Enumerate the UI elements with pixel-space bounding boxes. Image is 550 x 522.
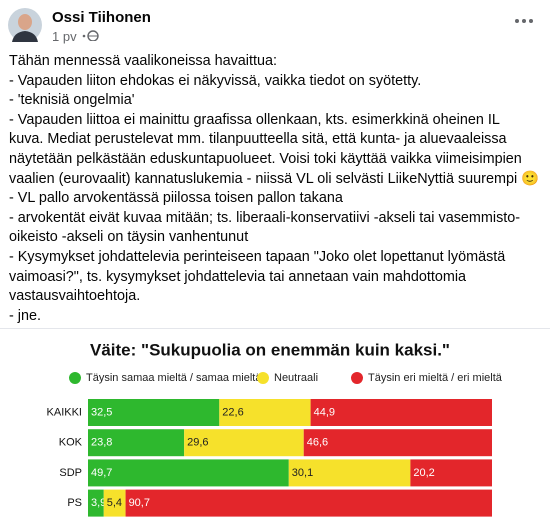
avatar[interactable] — [8, 8, 42, 42]
bar-segment — [88, 489, 104, 517]
bar-segment — [103, 489, 126, 517]
category-label: KOK — [59, 437, 83, 449]
category-label: SDP — [59, 467, 82, 479]
text-line: vaimoasi?", ts. kysymykset johdattelevia… — [9, 268, 467, 285]
text-line: Tähän mennessä vaalikoneissa havaittua: — [9, 53, 277, 69]
text-line: - Vapauden liiton ehdokas ei näkyvissä, … — [9, 72, 422, 89]
value-label: 3,9 — [91, 497, 106, 509]
legend-label: Täysin eri mieltä / eri mieltä — [368, 372, 503, 384]
value-label: 49,7 — [91, 467, 112, 479]
more-button[interactable] — [513, 16, 535, 26]
category-label: PS — [67, 497, 82, 509]
post-image[interactable]: Väite: "Sukupuolia on enemmän kuin kaksi… — [0, 328, 550, 517]
bar-segment — [410, 459, 492, 487]
category-label: KAIKKI — [47, 406, 82, 418]
legend-label: Neutraali — [274, 372, 318, 384]
bar-segment — [125, 489, 493, 517]
post-time[interactable]: 1 pv — [52, 29, 100, 44]
bar-segment — [184, 429, 304, 457]
bar-segment — [288, 459, 411, 487]
value-label: 29,6 — [187, 437, 208, 449]
legend-swatch — [351, 372, 363, 384]
text-line: oikeisto -akseli on täysin vanhentunut — [9, 229, 249, 246]
text-line: - jne. — [9, 307, 41, 324]
audience-icon — [82, 30, 99, 42]
bar-segment — [88, 459, 289, 487]
bar-segment — [303, 429, 492, 457]
value-label: 22,6 — [222, 406, 243, 418]
text-line: kuva. Mediat perustelevat mm. tilanpuutt… — [9, 131, 507, 148]
text-line: - 'teknisiä ongelmia' — [9, 92, 135, 109]
text-line: vaalien (eurovaalit) kannatuslukemia - n… — [9, 170, 540, 187]
value-label: 32,5 — [91, 406, 112, 418]
value-label: 5,4 — [107, 497, 122, 509]
text-line: - VL pallo arvokentässä piilossa toisen … — [9, 190, 343, 207]
text-line: - arvokentät eivät kuvaa mitään; ts. lib… — [9, 209, 521, 226]
text-line: - Vapauden liittoa ei mainittu graafissa… — [9, 111, 500, 128]
value-label: 23,8 — [91, 437, 112, 449]
value-label: 30,1 — [292, 467, 313, 479]
value-label: 44,9 — [314, 406, 335, 418]
text-line: näytetään pelkästään eduskuntapuolueet. … — [9, 150, 522, 167]
text-line: vastausvaihtoehtoja. — [9, 288, 141, 305]
legend-swatch — [257, 372, 269, 384]
chart: Väite: "Sukupuolia on enemmän kuin kaksi… — [47, 340, 503, 517]
author-name[interactable]: Ossi Tiihonen — [52, 9, 151, 26]
value-label: 46,6 — [307, 437, 328, 449]
bar-segment — [88, 429, 185, 457]
time[interactable]: 1 pv — [52, 29, 77, 44]
value-label: 90,7 — [129, 497, 150, 509]
legend-label: Täysin samaa mieltä / samaa mieltä — [86, 372, 262, 384]
text-line: - Kysymykset johdattelevia perinteiseen … — [9, 248, 506, 265]
legend-swatch — [69, 372, 81, 384]
chart-title: Väite: "Sukupuolia on enemmän kuin kaksi… — [90, 340, 450, 359]
bar-segment — [219, 399, 311, 426]
bar-segment — [88, 399, 220, 426]
bar-segment — [310, 399, 492, 426]
value-label: 20,2 — [413, 467, 434, 479]
post-text: Tähän mennessä vaalikoneissa havaittua: -… — [9, 52, 539, 326]
